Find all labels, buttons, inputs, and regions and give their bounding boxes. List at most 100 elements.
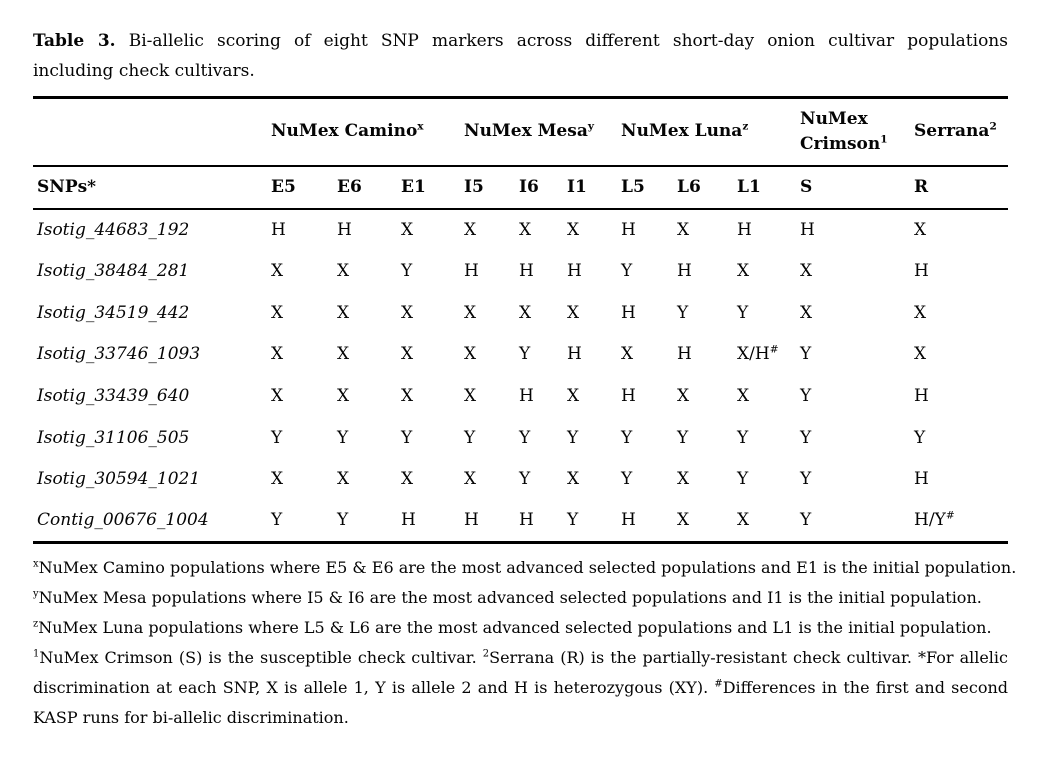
footnote-superscript: z bbox=[33, 618, 39, 630]
score-cell: X bbox=[677, 510, 690, 531]
score-cell: Y bbox=[567, 510, 579, 531]
score-cell: Y bbox=[621, 427, 633, 448]
score-cell: Y bbox=[737, 469, 749, 490]
score-cell: H bbox=[737, 219, 752, 240]
footnote-line: zNuMex Luna populations where L5 & L6 ar… bbox=[33, 617, 992, 637]
score-cell: X bbox=[464, 302, 477, 323]
score-cell: X bbox=[464, 219, 477, 240]
group-header-numex-luna: NuMex Lunaz bbox=[621, 97, 801, 167]
score-cell: X bbox=[914, 344, 927, 365]
score-cell: X bbox=[401, 219, 414, 240]
footnote-superscript: y bbox=[33, 588, 39, 600]
col-header-i5: I5 bbox=[464, 165, 520, 210]
score-cell: H bbox=[519, 386, 534, 407]
score-cell: X bbox=[401, 344, 414, 365]
score-cell: Y bbox=[800, 510, 812, 531]
col-header-e6: E6 bbox=[337, 165, 401, 210]
score-cell: H bbox=[337, 219, 352, 240]
score-cell: X bbox=[337, 386, 350, 407]
score-cell: X bbox=[677, 469, 690, 490]
score-cell: H bbox=[567, 344, 582, 365]
group-superscript: x bbox=[417, 120, 424, 133]
score-cell: X bbox=[800, 302, 813, 323]
score-cell: X bbox=[401, 386, 414, 407]
table-head: NuMex Caminox NuMex Mesay NuMex Lunaz NuMex… bbox=[33, 97, 1009, 210]
score-cell: X bbox=[337, 344, 350, 365]
score-cell: X bbox=[737, 261, 750, 282]
score-cell: Y bbox=[677, 427, 689, 448]
hash-superscript: # bbox=[769, 343, 779, 356]
caption-line-2: including check cultivars. bbox=[33, 61, 255, 81]
table-row: Isotig_38484_281 X X Y H H H Y H X X H bbox=[33, 250, 1008, 292]
score-cell: H bbox=[464, 510, 479, 531]
group-superscript: y bbox=[587, 120, 594, 133]
score-cell: X bbox=[271, 261, 284, 282]
caption-table-number: Table 3. bbox=[33, 31, 116, 51]
col-header-r: R bbox=[914, 165, 1009, 210]
corner-cell bbox=[33, 97, 271, 167]
col-header-e1: E1 bbox=[401, 165, 465, 210]
score-cell: X bbox=[800, 261, 813, 282]
score-cell: X bbox=[401, 302, 414, 323]
score-cell: Y bbox=[621, 469, 633, 490]
score-cell: X bbox=[464, 469, 477, 490]
snp-name: Isotig_38484_281 bbox=[37, 261, 190, 282]
score-cell: Y bbox=[567, 427, 579, 448]
table-row: Isotig_34519_442 X X X X X X H Y Y X X bbox=[33, 292, 1008, 334]
score-cell: X bbox=[464, 344, 477, 365]
footnote-line: xNuMex Camino populations where E5 & E6 … bbox=[33, 557, 1017, 577]
score-cell: X bbox=[677, 219, 690, 240]
score-cell: H bbox=[621, 386, 636, 407]
score-cell: Y bbox=[800, 386, 812, 407]
group-superscript: z bbox=[742, 120, 749, 133]
table-body: Isotig_44683_192 H H X X X X H X H H X Isotig_38484_… bbox=[33, 209, 1008, 543]
score-cell: X bbox=[621, 344, 634, 365]
score-cell: H bbox=[621, 302, 636, 323]
score-cell: Y bbox=[800, 427, 812, 448]
score-cell: X bbox=[567, 219, 580, 240]
table-row: Isotig_33746_1093 X X X X Y H X H X/H# Y X bbox=[33, 334, 1008, 376]
score-cell: Y bbox=[337, 427, 349, 448]
score-cell: H bbox=[519, 510, 534, 531]
snp-name: Contig_00676_1004 bbox=[37, 510, 209, 531]
score-cell: X bbox=[401, 469, 414, 490]
score-cell: Y bbox=[677, 302, 689, 323]
score-cell: X bbox=[567, 386, 580, 407]
table-caption: Table 3. Bi-allelic scoring of eight SNP… bbox=[33, 26, 1008, 86]
col-header-i6: I6 bbox=[519, 165, 568, 210]
score-cell: Y bbox=[914, 427, 926, 448]
score-cell: H/Y# bbox=[914, 509, 955, 531]
score-cell: Y bbox=[401, 427, 413, 448]
score-cell: X bbox=[519, 219, 532, 240]
score-cell: Y bbox=[519, 427, 531, 448]
score-cell: H bbox=[914, 469, 929, 490]
score-cell: X bbox=[271, 386, 284, 407]
footnote-superscript: 1 bbox=[33, 648, 40, 660]
score-cell: H bbox=[914, 261, 929, 282]
score-cell: X bbox=[337, 261, 350, 282]
score-cell: H bbox=[677, 261, 692, 282]
snp-name: Isotig_33439_640 bbox=[37, 386, 190, 407]
snp-name: Isotig_33746_1093 bbox=[37, 344, 201, 365]
group-superscript: 2 bbox=[989, 120, 997, 133]
col-header-l6: L6 bbox=[677, 165, 738, 210]
score-cell: H bbox=[621, 219, 636, 240]
group-header-numex-crimson: NuMex Crimson1 bbox=[800, 97, 915, 167]
score-cell: Y bbox=[337, 510, 349, 531]
score-cell: X bbox=[737, 386, 750, 407]
paper-page: Table 3. Bi-allelic scoring of eight SNP… bbox=[33, 0, 1017, 733]
snp-name: Isotig_31106_505 bbox=[37, 427, 190, 448]
col-header-i1: I1 bbox=[567, 165, 622, 210]
score-cell: Y bbox=[621, 261, 633, 282]
score-cell: H bbox=[621, 510, 636, 531]
score-cell: X bbox=[914, 219, 927, 240]
table-row: Isotig_30594_1021 X X X X Y X Y X Y Y H bbox=[33, 459, 1008, 501]
score-cell: X bbox=[271, 302, 284, 323]
score-cell: X bbox=[271, 469, 284, 490]
score-cell: H bbox=[800, 219, 815, 240]
score-cell: X bbox=[464, 386, 477, 407]
score-cell: X bbox=[677, 386, 690, 407]
hash-superscript: # bbox=[945, 509, 955, 522]
table-row: Isotig_31106_505 Y Y Y Y Y Y Y Y Y Y Y bbox=[33, 417, 1008, 459]
col-header-l1: L1 bbox=[737, 165, 801, 210]
